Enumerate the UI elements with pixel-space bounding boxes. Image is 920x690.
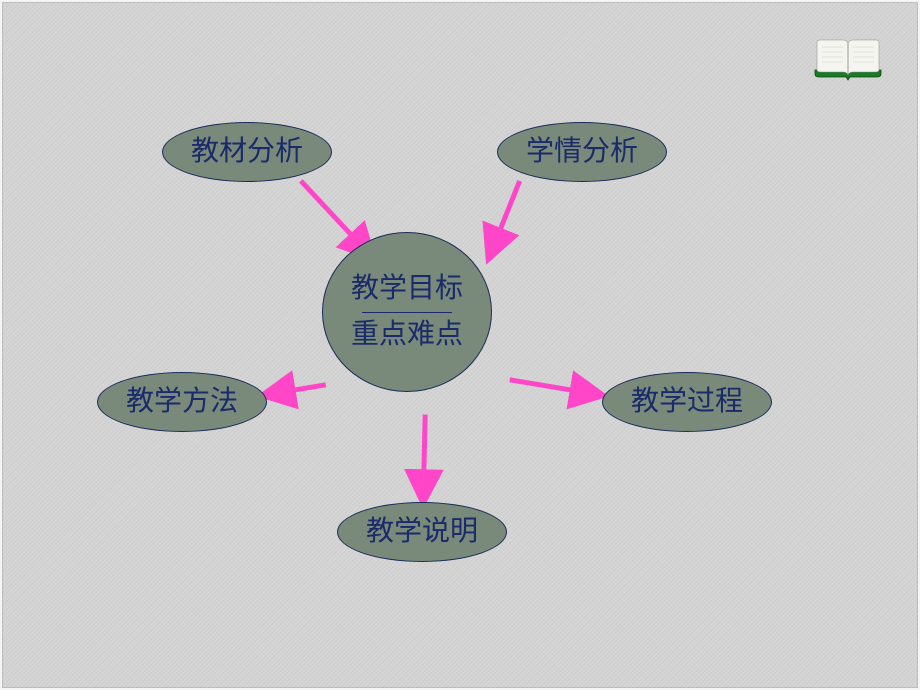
arrow-to-left xyxy=(266,385,326,395)
book-icon xyxy=(813,32,883,82)
node-top-left: 教材分析 xyxy=(162,122,332,182)
arrow-from-top-right xyxy=(490,181,520,256)
node-label: 教学说明 xyxy=(366,514,478,550)
center-node: 教学目标 重点难点 xyxy=(322,232,492,392)
arrow-to-bottom xyxy=(423,415,425,500)
node-top-right: 学情分析 xyxy=(497,122,667,182)
node-label: 教材分析 xyxy=(191,134,303,170)
center-label-top: 教学目标 xyxy=(351,271,463,307)
node-label: 学情分析 xyxy=(526,134,638,170)
arrow-to-right xyxy=(510,380,599,395)
center-label-bottom: 重点难点 xyxy=(351,317,463,353)
concept-map-diagram: 教学目标 重点难点 教材分析 学情分析 教学方法 教学过程 教学说明 xyxy=(2,2,918,688)
node-bottom: 教学说明 xyxy=(337,502,507,562)
center-divider xyxy=(362,312,452,313)
node-label: 教学过程 xyxy=(631,384,743,420)
node-right: 教学过程 xyxy=(602,372,772,432)
node-label: 教学方法 xyxy=(126,384,238,420)
node-left: 教学方法 xyxy=(97,372,267,432)
